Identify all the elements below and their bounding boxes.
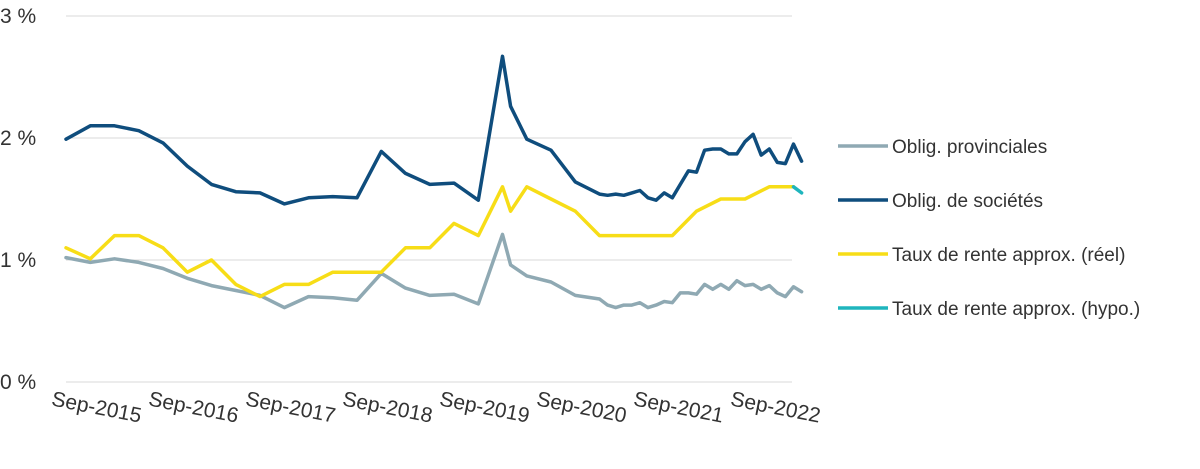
x-tick-label: Sep-2018 bbox=[341, 388, 435, 428]
x-axis-tick-labels: Sep-2015 Sep-2016 Sep-2017 Sep-2018 Sep-2019… bbox=[50, 388, 823, 428]
x-tick-label: Sep-2016 bbox=[147, 388, 241, 428]
legend-label: Taux de rente approx. (réel) bbox=[892, 245, 1125, 266]
x-tick-label: Sep-2019 bbox=[438, 388, 532, 428]
gridlines bbox=[66, 15, 792, 383]
legend: Oblig. provinciales Oblig. de sociétés Tau… bbox=[838, 137, 1140, 320]
series-line-3 bbox=[791, 185, 804, 195]
series-line-1 bbox=[64, 54, 804, 206]
x-tick-label: Sep-2020 bbox=[535, 388, 629, 428]
series-line-2 bbox=[64, 185, 796, 299]
legend-label: Taux de rente approx. (hypo.) bbox=[892, 299, 1140, 320]
legend-label: Oblig. provinciales bbox=[892, 137, 1047, 158]
y-tick-label: 2 % bbox=[0, 127, 36, 150]
y-tick-label: 3 % bbox=[0, 5, 36, 28]
x-tick-label: Sep-2015 bbox=[50, 388, 144, 428]
y-axis-tick-labels: 0 % 1 % 2 % 3 % bbox=[0, 5, 36, 394]
x-tick-label: Sep-2021 bbox=[632, 388, 726, 428]
y-tick-label: 0 % bbox=[0, 371, 36, 394]
x-tick-label: Sep-2017 bbox=[244, 388, 338, 428]
series-lines bbox=[64, 54, 804, 310]
y-tick-label: 1 % bbox=[0, 249, 36, 272]
x-tick-label: Sep-2022 bbox=[729, 388, 823, 428]
legend-label: Oblig. de sociétés bbox=[892, 191, 1043, 212]
